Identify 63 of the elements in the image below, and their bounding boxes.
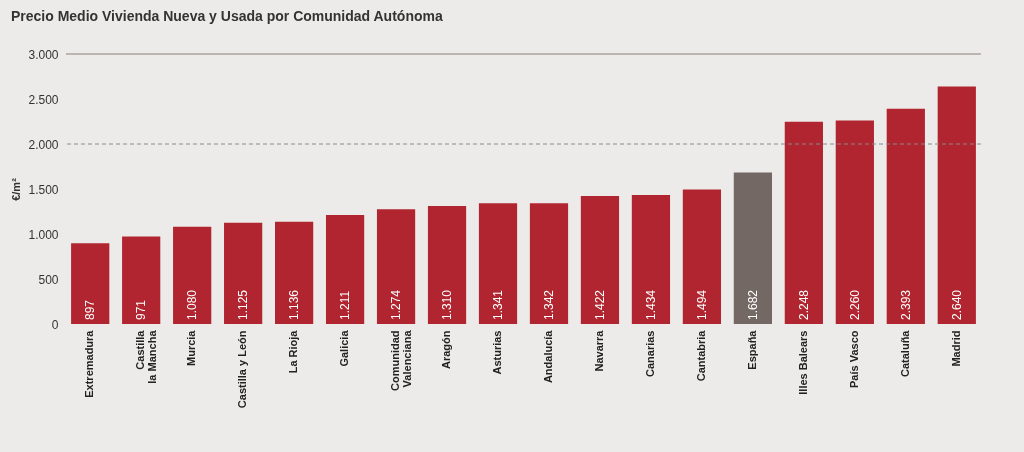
bar [733,172,772,324]
data-label: 1.342 [541,289,556,320]
bar [631,194,671,324]
data-label: 1.434 [643,289,658,320]
bar [275,221,314,324]
bar [224,222,263,324]
bar [784,121,823,324]
x-tick-label: Castilla la Mancha [134,329,159,384]
y-tick-label: 2.000 [28,137,59,152]
bar [71,243,110,324]
data-label: 1.274 [389,289,404,320]
bar [886,108,925,324]
y-tick-label: 1.000 [28,227,59,242]
data-label: 1.494 [694,289,709,320]
x-tick-label: Murcia [185,329,198,366]
x-tick-label: Canarias [643,330,656,377]
y-tick-label: 3.000 [28,47,59,62]
data-label: 2.260 [847,289,862,320]
data-label: 2.248 [796,289,811,320]
y-axis-title: €/m² [10,177,23,201]
data-label: 1.125 [236,289,251,320]
data-label: 1.341 [491,289,506,320]
x-tick-label: Galicia [338,329,351,367]
x-tick-label: Aragón [440,330,453,369]
data-label: 2.393 [898,289,913,320]
data-label: 1.682 [745,289,760,320]
bar [937,86,976,324]
x-tick-label: Andalucía [541,329,554,384]
chart-title: Precio Medio Vivienda Nueva y Usada por Comunidad Autónoma [10,8,443,24]
y-tick-label: 500 [38,272,59,287]
x-tick-label: Illes Balears [796,330,809,395]
data-label: 971 [134,299,149,320]
y-tick-label: 2.500 [28,92,59,107]
data-label: 2.640 [949,289,964,320]
y-tick-label: 1.500 [28,182,59,197]
bar [325,215,365,324]
bar [478,203,518,324]
bar [580,196,620,324]
x-tick-label: Madrid [949,330,962,367]
bar [427,206,467,324]
x-tick-label: España [745,329,758,370]
bar [122,236,161,324]
data-label: 1.211 [338,290,353,320]
bar [682,189,722,324]
x-tick-label: Extremadura [83,329,96,398]
x-tick-label: Cantabria [694,329,707,382]
data-label: 1.310 [440,289,455,320]
x-tick-label: Castilla y León [236,330,249,409]
data-label: 897 [83,299,98,320]
bar [835,120,874,324]
x-tick-label: La Rioja [287,329,300,374]
x-tick-label: Comunidad Valenciana [389,329,414,391]
bar [173,226,212,324]
bar [529,203,569,324]
x-tick-label: Navarra [592,329,605,372]
x-tick-label: Cataluña [898,329,911,377]
y-tick-label: 0 [51,317,59,332]
bar [376,209,416,324]
x-tick-label: País Vasco [847,330,860,388]
data-label: 1.080 [185,289,200,320]
x-tick-label: Asturias [491,330,504,375]
data-label: 1.422 [592,289,607,320]
data-label: 1.136 [287,289,302,320]
